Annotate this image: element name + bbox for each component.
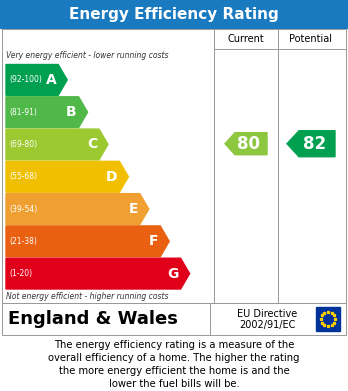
Text: overall efficiency of a home. The higher the rating: overall efficiency of a home. The higher… [48,353,300,363]
Bar [0,0,348,28]
Text: Very energy efficient - lower running costs: Very energy efficient - lower running co… [6,51,168,60]
Polygon shape [287,131,335,157]
Text: D: D [106,170,117,184]
Text: (39-54): (39-54) [9,204,37,213]
Text: G: G [167,267,179,281]
Text: England & Wales: England & Wales [8,310,178,328]
Text: 2002/91/EC: 2002/91/EC [239,320,295,330]
Bar [2,303,346,335]
Polygon shape [6,97,88,127]
Text: E: E [128,202,138,216]
Text: The energy efficiency rating is a measure of the: The energy efficiency rating is a measur… [54,340,294,350]
Text: lower the fuel bills will be.: lower the fuel bills will be. [109,379,239,389]
Polygon shape [6,258,190,289]
Polygon shape [6,161,128,192]
Text: Not energy efficient - higher running costs: Not energy efficient - higher running co… [6,292,168,301]
Text: 82: 82 [303,135,326,153]
Text: C: C [87,138,97,151]
Text: Energy Efficiency Rating: Energy Efficiency Rating [69,7,279,22]
Bar [2,29,346,303]
Text: (92-100): (92-100) [9,75,42,84]
Text: F: F [149,234,158,248]
Text: (81-91): (81-91) [9,108,37,117]
Text: EU Directive: EU Directive [237,309,297,319]
Text: B: B [66,105,77,119]
Text: (21-38): (21-38) [9,237,37,246]
Polygon shape [6,226,169,257]
Text: Current: Current [228,34,264,44]
Text: Potential: Potential [290,34,332,44]
Bar [316,307,340,331]
Text: 80: 80 [237,135,261,153]
Text: (55-68): (55-68) [9,172,37,181]
Polygon shape [225,133,267,155]
Text: (1-20): (1-20) [9,269,32,278]
Text: A: A [46,73,56,87]
Text: (69-80): (69-80) [9,140,37,149]
Text: the more energy efficient the home is and the: the more energy efficient the home is an… [58,366,290,376]
Polygon shape [6,65,67,95]
Polygon shape [6,194,149,224]
Polygon shape [6,129,108,160]
